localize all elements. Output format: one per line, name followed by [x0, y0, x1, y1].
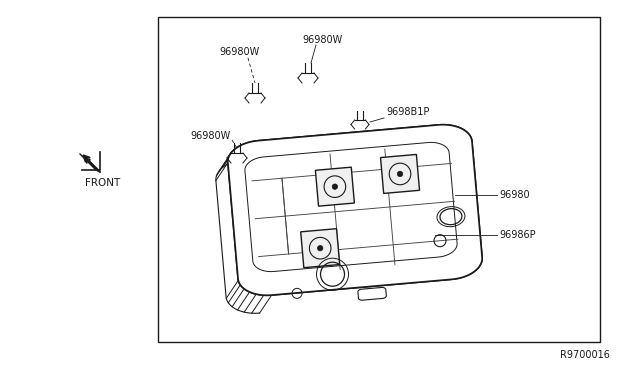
Polygon shape: [316, 167, 355, 206]
Circle shape: [317, 246, 323, 251]
Circle shape: [332, 184, 337, 189]
Text: R9700016: R9700016: [560, 350, 610, 360]
Polygon shape: [381, 154, 420, 193]
Text: 96980: 96980: [499, 190, 530, 200]
Polygon shape: [228, 125, 482, 295]
Text: 96986P: 96986P: [499, 230, 536, 240]
Polygon shape: [228, 125, 482, 295]
Text: FRONT: FRONT: [85, 178, 120, 188]
Circle shape: [397, 171, 403, 177]
Text: 96980W: 96980W: [302, 35, 342, 45]
Text: 96980W: 96980W: [190, 131, 230, 141]
Polygon shape: [301, 229, 340, 268]
Text: 9698B1P: 9698B1P: [386, 107, 429, 117]
Text: 96980W: 96980W: [219, 47, 259, 57]
Bar: [158, 17, 600, 342]
